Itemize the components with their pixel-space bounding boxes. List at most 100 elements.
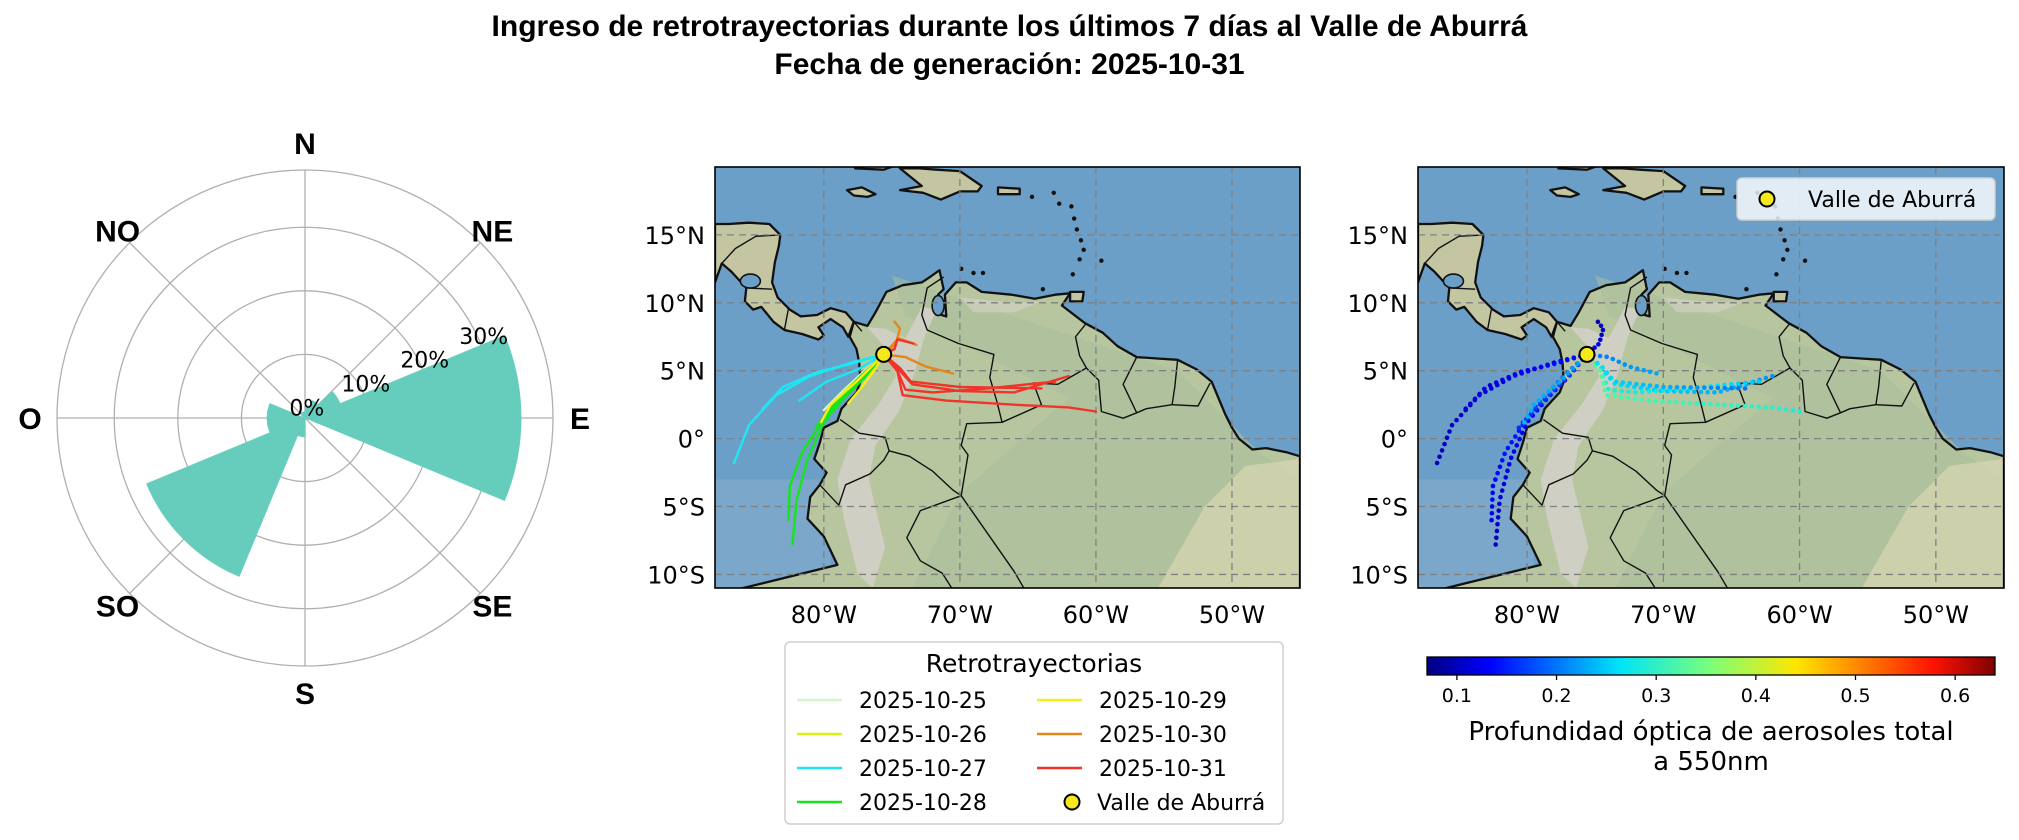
aod-point xyxy=(1545,363,1550,368)
aod-point xyxy=(1505,468,1510,474)
aerosol-border xyxy=(1664,495,1729,588)
aod-point xyxy=(1756,379,1761,384)
colorbar-tick-label: 0.4 xyxy=(1741,685,1771,707)
aod-point xyxy=(1497,464,1503,470)
rose-bar xyxy=(302,411,306,419)
aod-point xyxy=(1620,380,1626,385)
aod-point xyxy=(1489,510,1495,516)
aod-point xyxy=(1600,327,1606,333)
colorbar-tick-label: 0.1 xyxy=(1442,685,1472,707)
valle-aburra-marker xyxy=(875,345,893,363)
aod-point xyxy=(1499,458,1505,463)
aod-point xyxy=(1487,383,1493,388)
aod-point xyxy=(1622,362,1628,367)
trajectory-ytick-label: 10°N xyxy=(645,290,706,318)
aod-point xyxy=(1680,400,1686,405)
aod-point xyxy=(1654,383,1660,389)
trajectory-border xyxy=(1122,356,1138,414)
aerosol-lake-nicaragua xyxy=(1442,273,1465,289)
trajectory-border xyxy=(888,450,962,588)
colorbar-tick-label: 0.5 xyxy=(1840,685,1870,707)
aod-point xyxy=(1641,367,1646,373)
trajectory-small-island xyxy=(1074,227,1080,232)
aod-point xyxy=(1639,389,1645,395)
aod-point xyxy=(1525,367,1531,373)
aod-point xyxy=(1506,374,1511,380)
aod-point xyxy=(1500,377,1505,383)
trajectory-small-island xyxy=(1071,216,1077,221)
legend-marker-valle xyxy=(1758,190,1776,208)
aod-point xyxy=(1749,404,1755,409)
trajectory-small-island xyxy=(1078,238,1084,243)
figure-title-line1: Ingreso de retrotrayectorias durante los… xyxy=(491,10,1528,43)
trajectory-line xyxy=(882,353,955,375)
aod-point xyxy=(1646,398,1652,403)
trajectory-small-island xyxy=(1056,201,1062,206)
aod-point xyxy=(1610,356,1616,362)
aod-point xyxy=(1616,359,1622,365)
colorbar-gradient xyxy=(1426,656,1996,676)
aerosol-border xyxy=(1522,419,1594,506)
aod-point xyxy=(1640,382,1646,388)
aod-point xyxy=(1463,406,1468,412)
aod-point xyxy=(1442,441,1447,447)
aod-point xyxy=(1531,402,1537,408)
aod-point xyxy=(1708,385,1714,391)
aod-point xyxy=(1494,528,1500,534)
aerosol-ytick-label: 5°S xyxy=(1365,494,1408,522)
trajectory-border xyxy=(819,419,890,506)
aod-point xyxy=(1437,454,1442,460)
colorbar-tick-label: 0.6 xyxy=(1940,685,1970,707)
aerosol-small-island xyxy=(1782,238,1787,243)
aod-point xyxy=(1715,402,1720,407)
aod-point xyxy=(1701,401,1706,407)
aod-point xyxy=(1647,369,1653,375)
aod-point xyxy=(1516,425,1522,431)
aod-point xyxy=(1742,386,1748,391)
rose-radial-tick-label: 30% xyxy=(459,325,508,350)
aod-point xyxy=(1454,417,1459,423)
aod-point xyxy=(1498,494,1503,500)
rose-direction-label: E xyxy=(570,403,590,436)
legend-label: Valle de Aburrá xyxy=(1097,791,1265,816)
aerosol-border xyxy=(1875,382,1915,407)
trajectory-ytick-label: 5°N xyxy=(660,358,705,386)
trajectory-line xyxy=(819,353,885,424)
aod-point xyxy=(1551,384,1556,390)
trajectory-border xyxy=(1001,322,1088,423)
aod-point xyxy=(1439,448,1445,453)
aod-point xyxy=(1708,401,1713,407)
trajectory-small-island xyxy=(1029,194,1035,200)
aod-point xyxy=(1661,384,1666,390)
aod-point xyxy=(1681,385,1687,390)
aod-point xyxy=(1742,380,1748,386)
aod-point xyxy=(1528,408,1533,413)
trajectory-border xyxy=(721,234,781,264)
aod-point xyxy=(1692,389,1697,395)
aerosol-small-island xyxy=(1802,258,1808,263)
legend-label: 2025-10-31 xyxy=(1099,757,1227,782)
aerosol-land-plateau xyxy=(1861,459,2004,588)
aod-point xyxy=(1613,379,1619,385)
aod-point xyxy=(1493,380,1499,385)
trajectory-legend-title: Retrotrayectorias xyxy=(926,649,1142,678)
aod-point xyxy=(1561,375,1566,381)
trajectory-small-island xyxy=(1069,204,1074,209)
aerosol-xtick-label: 70°W xyxy=(1630,601,1696,629)
aod-point xyxy=(1496,508,1502,513)
rose-radial-tick-label: 0% xyxy=(289,396,324,421)
aod-point xyxy=(1721,402,1727,408)
aod-point xyxy=(1612,393,1617,399)
aod-point xyxy=(1490,490,1495,496)
aerosol-island xyxy=(1772,290,1789,303)
legend-label: 2025-10-25 xyxy=(859,689,987,714)
aod-point xyxy=(1735,403,1741,408)
aod-point xyxy=(1688,385,1694,390)
aerosol-ytick-label: 10°N xyxy=(1348,290,1409,318)
aod-point xyxy=(1604,354,1609,360)
aod-point xyxy=(1501,481,1507,487)
aod-point xyxy=(1493,535,1499,541)
aod-point xyxy=(1763,375,1769,381)
aerosol-andes xyxy=(1540,306,1641,588)
aod-point xyxy=(1434,460,1440,466)
